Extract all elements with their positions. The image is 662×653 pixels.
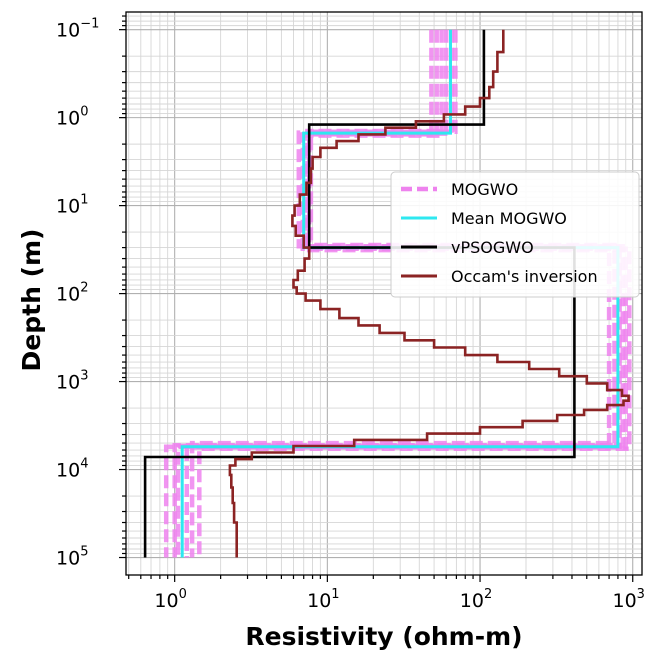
grid-lines <box>126 12 642 575</box>
y-tick-label: 102 <box>56 281 88 306</box>
x-tick-label: 103 <box>612 587 644 612</box>
y-tick-label: 103 <box>56 369 88 394</box>
legend-label: vPSOGWO <box>451 238 534 257</box>
y-tick-labels: 10−1 100 101 102 103 104 105 <box>56 17 99 570</box>
y-tick-label: 104 <box>56 457 88 482</box>
legend: MOGWO Mean MOGWO vPSOGWO Occam's inversion <box>390 171 640 298</box>
legend-label: MOGWO <box>451 180 518 199</box>
y-tick-label: 101 <box>56 193 88 218</box>
legend-label: Mean MOGWO <box>451 209 567 228</box>
x-tick-labels: 100 101 102 103 <box>154 587 645 612</box>
occam-inversion-line <box>228 29 630 558</box>
legend-box <box>390 171 640 298</box>
axis-ticks <box>119 15 634 582</box>
y-tick-label: 105 <box>56 545 88 570</box>
y-axis-title: Depth (m) <box>17 229 46 372</box>
x-tick-label: 101 <box>307 587 339 612</box>
y-tick-label: 10−1 <box>56 17 99 42</box>
y-tick-label: 100 <box>56 105 88 130</box>
x-tick-label: 102 <box>460 587 492 612</box>
x-tick-label: 100 <box>154 587 186 612</box>
x-axis-title: Resistivity (ohm-m) <box>245 622 522 651</box>
legend-label: Occam's inversion <box>451 267 598 286</box>
